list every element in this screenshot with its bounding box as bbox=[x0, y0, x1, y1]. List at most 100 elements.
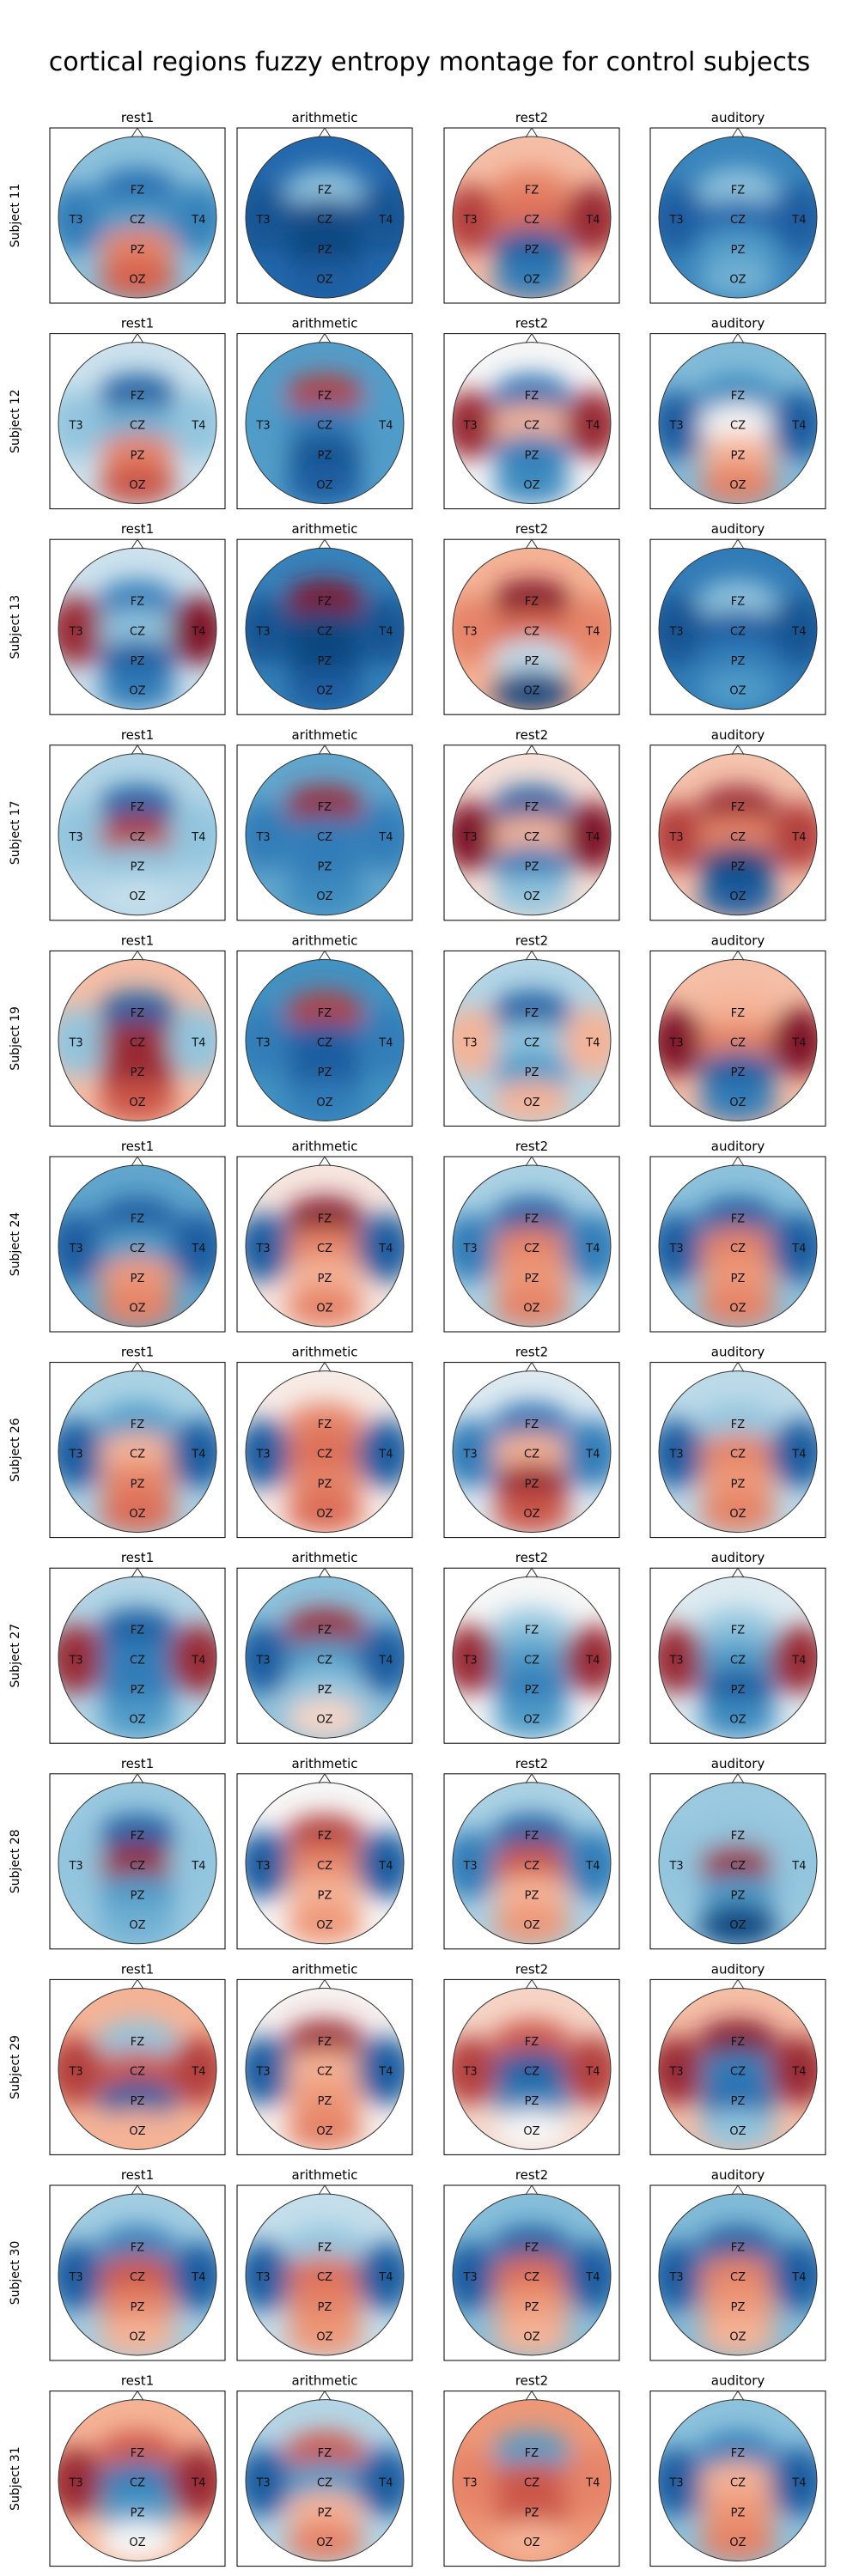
field-blob bbox=[492, 2050, 571, 2092]
electrode-label: OZ bbox=[129, 1097, 145, 1109]
electrode-label: T3 bbox=[255, 1449, 270, 1461]
field-blob bbox=[564, 801, 611, 871]
panel-title: rest1 bbox=[121, 110, 154, 125]
field-blob bbox=[492, 1021, 571, 1063]
panel-title: rest1 bbox=[121, 2167, 154, 2183]
field-blob bbox=[169, 2036, 216, 2105]
topomap-panel: rest2 FZ T3 CZ T4 PZ OZ bbox=[443, 2167, 620, 2361]
electrode-label: PZ bbox=[131, 1273, 145, 1285]
field-blob bbox=[698, 1197, 777, 1239]
field-blob bbox=[492, 1638, 571, 1680]
electrode-label: FZ bbox=[131, 2447, 144, 2460]
field-blob bbox=[285, 198, 364, 240]
field-blob bbox=[770, 1007, 817, 1077]
topomap-field bbox=[659, 753, 817, 915]
field-blob bbox=[58, 2242, 106, 2312]
topomap-field bbox=[659, 137, 817, 298]
electrode-label: OZ bbox=[316, 1097, 332, 1109]
field-blob bbox=[98, 1492, 177, 1533]
electrode-label: OZ bbox=[129, 685, 145, 698]
electrode-label: T3 bbox=[668, 214, 683, 227]
electrode-label: OZ bbox=[129, 1302, 145, 1315]
field-blob bbox=[98, 198, 177, 240]
field-blob bbox=[698, 845, 777, 887]
electrode-label: T3 bbox=[68, 2477, 82, 2490]
electrode-label: T3 bbox=[255, 1242, 270, 1255]
field-blob bbox=[770, 596, 817, 665]
nose-mark bbox=[525, 950, 539, 961]
electrode-label: OZ bbox=[729, 2537, 746, 2549]
subject-row: Subject 30 rest1 FZ T3 CZ T4 PZ OZ arithmetic FZ T… bbox=[9, 2167, 826, 2361]
electrode-label: T3 bbox=[68, 625, 82, 638]
electrode-label: T3 bbox=[255, 1036, 270, 1049]
topomap-field bbox=[246, 1988, 404, 2150]
field-blob bbox=[246, 1213, 293, 1283]
electrode-label: T4 bbox=[378, 1036, 393, 1049]
electrode-label: PZ bbox=[131, 244, 145, 257]
field-blob bbox=[98, 1668, 177, 1710]
field-blob bbox=[492, 374, 571, 416]
electrode-label: CZ bbox=[730, 1036, 746, 1049]
field-blob bbox=[285, 1492, 364, 1533]
electrode-label: CZ bbox=[730, 2065, 746, 2078]
electrode-label: CZ bbox=[317, 2271, 332, 2284]
topomap-field bbox=[246, 548, 404, 710]
field-blob bbox=[698, 2285, 777, 2327]
field-blob bbox=[98, 258, 177, 298]
field-blob bbox=[698, 2521, 777, 2561]
field-blob bbox=[98, 2050, 177, 2092]
field-blob bbox=[492, 1432, 571, 1474]
field-blob bbox=[285, 610, 364, 652]
electrode-label: CZ bbox=[130, 831, 145, 844]
panel-title: rest2 bbox=[515, 2167, 548, 2183]
field-blob bbox=[98, 786, 177, 828]
field-blob bbox=[285, 2226, 364, 2268]
field-blob bbox=[98, 2432, 177, 2473]
subject-row: Subject 11 rest1 FZ T3 CZ T4 PZ OZ arithmetic FZ T… bbox=[9, 110, 826, 304]
field-blob bbox=[492, 1844, 571, 1886]
panel-title: auditory bbox=[711, 933, 765, 948]
panel-title: rest2 bbox=[515, 1961, 548, 1977]
topomap-panel: arithmetic FZ T3 CZ T4 PZ OZ bbox=[236, 1345, 413, 1539]
electrode-label: T4 bbox=[378, 2065, 393, 2078]
field-blob bbox=[285, 1080, 364, 1121]
nose-mark bbox=[731, 127, 745, 138]
electrode-label: T3 bbox=[68, 214, 82, 227]
electrode-label: OZ bbox=[523, 1508, 539, 1521]
field-blob bbox=[98, 1698, 177, 1739]
field-blob bbox=[492, 1608, 571, 1650]
topomap-field bbox=[659, 1782, 817, 1944]
field-blob bbox=[58, 1625, 106, 1694]
electrode-label: OZ bbox=[129, 1919, 145, 1932]
field-blob bbox=[770, 2447, 817, 2517]
topomap-panel: auditory FZ T3 CZ T4 PZ OZ bbox=[649, 316, 826, 510]
electrode-label: OZ bbox=[129, 1714, 145, 1727]
electrode-label: OZ bbox=[129, 2330, 145, 2343]
topomap-field bbox=[659, 1165, 817, 1327]
field-blob bbox=[285, 1197, 364, 1239]
field-blob bbox=[453, 2036, 500, 2105]
electrode-label: T3 bbox=[68, 420, 82, 433]
electrode-label: OZ bbox=[729, 273, 746, 286]
field-blob bbox=[98, 2080, 177, 2122]
nose-mark bbox=[525, 1156, 539, 1167]
electrode-label: T3 bbox=[255, 625, 270, 638]
field-blob bbox=[98, 639, 177, 681]
nose-mark bbox=[525, 2184, 539, 2196]
field-blob bbox=[169, 1007, 216, 1077]
topomap-panel: arithmetic FZ T3 CZ T4 PZ OZ bbox=[236, 316, 413, 510]
topomap-panel: auditory FZ T3 CZ T4 PZ OZ bbox=[649, 1345, 826, 1539]
field-blob bbox=[492, 580, 571, 622]
electrode-label: T4 bbox=[585, 2477, 600, 2490]
electrode-label: CZ bbox=[317, 1036, 332, 1049]
electrode-label: OZ bbox=[729, 2125, 746, 2138]
field-blob bbox=[698, 639, 777, 681]
topomap-field bbox=[246, 1577, 404, 1739]
field-blob bbox=[492, 434, 571, 476]
head-outline bbox=[658, 547, 818, 710]
electrode-label: FZ bbox=[525, 390, 539, 403]
head-outline bbox=[452, 753, 612, 916]
nose-mark bbox=[131, 2184, 144, 2196]
field-blob bbox=[492, 1197, 571, 1239]
field-blob bbox=[564, 1007, 611, 1077]
